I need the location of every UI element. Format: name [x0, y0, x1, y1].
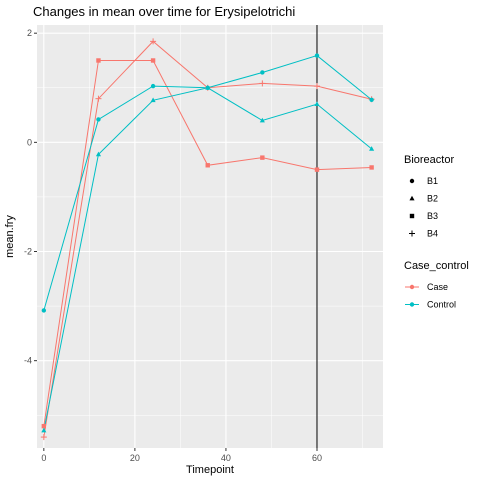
data-point-control-triangle [41, 427, 47, 433]
data-point-control-circle [41, 308, 47, 313]
data-point-case-square [41, 423, 47, 429]
y-axis-title: mean.fry [4, 215, 16, 258]
data-point-control-triangle [314, 101, 320, 106]
data-point-case-square [150, 58, 156, 63]
y-tick-label: -2 [24, 247, 32, 257]
data-point-control-circle [369, 97, 374, 102]
data-point-case-square [96, 58, 101, 63]
legend-label: B1 [427, 176, 438, 186]
data-point-case-plus [150, 38, 157, 45]
data-point-case-square [369, 165, 374, 170]
legend-key-plus-icon [409, 230, 415, 237]
data-point-control-circle [150, 83, 156, 89]
chart-title: Changes in mean over time for Erysipelot… [33, 4, 295, 19]
legend-key-triangle-icon [409, 195, 415, 201]
y-tick-label: 0 [27, 137, 32, 147]
x-tick-label: 0 [41, 453, 46, 463]
data-point-control-triangle [205, 84, 211, 90]
data-point-control-circle [260, 70, 265, 75]
y-tick-label: -4 [24, 356, 32, 366]
legend-title: Case_control [404, 260, 469, 272]
y-tick-label: 2 [27, 28, 32, 38]
y-axis-ticks: -4 -2 0 2 [24, 28, 37, 366]
legend-key-point [409, 302, 415, 307]
minor-gridlines [37, 25, 383, 448]
plot-panel [37, 25, 383, 448]
data-point-case-plus [40, 434, 47, 441]
legend-label: B3 [427, 211, 438, 221]
legend-label: B2 [427, 194, 438, 204]
data-point-control-circle [314, 53, 320, 58]
x-tick-label: 20 [130, 453, 140, 463]
data-points [40, 38, 375, 441]
legend: Bioreactor B1 B2 B3 B4 Case_control Case Contro… [404, 154, 469, 310]
data-point-control-triangle [259, 117, 265, 123]
data-point-control-triangle [369, 146, 375, 151]
x-tick-label: 40 [221, 453, 231, 463]
data-point-control-triangle [95, 151, 102, 157]
x-axis-ticks: 0 20 40 60 [41, 448, 322, 463]
data-point-control-triangle [150, 97, 156, 103]
x-axis-title: Timepoint [186, 464, 234, 476]
x-tick-label: 60 [312, 453, 322, 463]
legend-title: Bioreactor [404, 154, 454, 166]
data-point-control-circle [96, 117, 101, 122]
data-point-case-plus [95, 95, 102, 102]
legend-key-circle-icon [409, 178, 415, 184]
legend-key-square-icon [409, 213, 415, 219]
data-point-case-square [205, 163, 210, 168]
legend-label: B4 [427, 229, 438, 239]
data-point-case-square [314, 167, 320, 172]
data-point-case-plus [313, 83, 320, 90]
legend-key-point [409, 284, 415, 290]
legend-label: Case [427, 282, 448, 292]
data-point-case-square [260, 155, 265, 160]
data-point-case-plus [259, 80, 266, 87]
legend-label: Control [427, 300, 456, 310]
